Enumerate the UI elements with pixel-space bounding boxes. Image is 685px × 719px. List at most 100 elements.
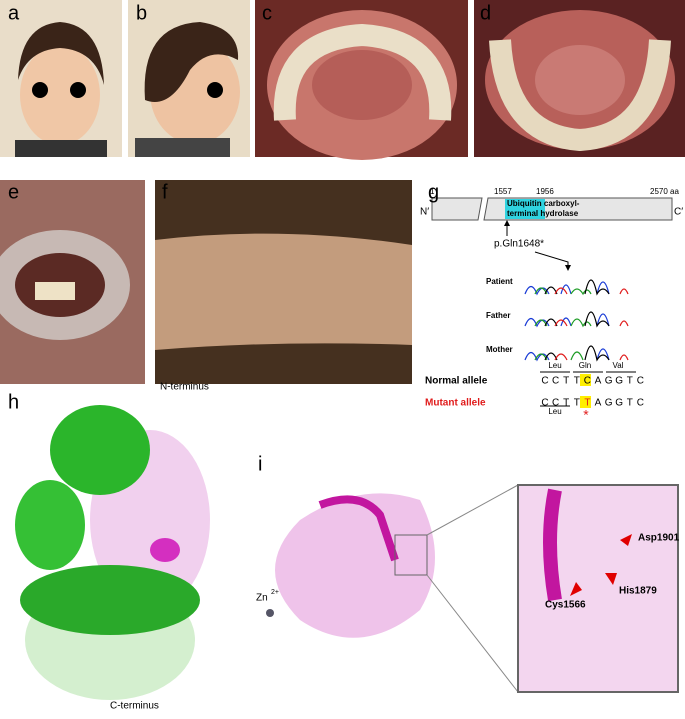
- shape: [570, 534, 632, 596]
- shape: [394, 534, 428, 576]
- shape: [580, 374, 591, 386]
- shape: [318, 495, 399, 562]
- base: C: [552, 398, 559, 409]
- chromatograms: [524, 279, 629, 362]
- variant-label: p.Gln1648*: [494, 239, 544, 250]
- position-label: 2570 aa: [650, 187, 679, 196]
- photo-b: [128, 0, 250, 157]
- c-term: C′: [674, 207, 683, 218]
- shape: [580, 396, 591, 408]
- structure-h: [15, 405, 210, 700]
- shape: [150, 538, 180, 562]
- panel-label: i: [258, 453, 262, 475]
- base: C: [637, 376, 644, 387]
- shape: [524, 348, 610, 362]
- codon-lines: [540, 371, 636, 408]
- n-term: N′: [420, 207, 429, 218]
- photo-a: [0, 0, 122, 157]
- allele-label: Mutant allele: [425, 398, 486, 409]
- shape: [20, 565, 200, 635]
- base: T: [563, 398, 569, 409]
- shape: [18, 22, 104, 85]
- stop-mark: *: [583, 407, 589, 423]
- ion-charge: 2+: [271, 589, 279, 596]
- panel-label: g: [428, 181, 439, 203]
- shape: [554, 319, 629, 327]
- panel-label: d: [480, 2, 491, 24]
- shape: [534, 251, 571, 271]
- structure-i: [266, 484, 679, 693]
- panel-label: e: [8, 181, 19, 203]
- shape: [426, 574, 519, 693]
- base: T: [627, 376, 633, 387]
- base: A: [595, 376, 602, 387]
- shape: [15, 480, 85, 570]
- base: T: [574, 398, 580, 409]
- shape: [431, 197, 483, 221]
- position-label: 1: [430, 187, 435, 196]
- panel-label: h: [8, 391, 19, 413]
- trace-label: Mother: [486, 345, 513, 354]
- domain-name: terminal hydrolase: [507, 209, 579, 218]
- panel-label: f: [162, 181, 168, 203]
- shape: [155, 233, 412, 350]
- base: G: [605, 376, 613, 387]
- base: C: [637, 398, 644, 409]
- base: G: [615, 376, 623, 387]
- shape: [20, 45, 100, 145]
- shape: [524, 313, 610, 328]
- residue-label: Asp1901: [638, 533, 680, 544]
- trace-label: Father: [486, 311, 510, 320]
- trace-label: Patient: [486, 277, 513, 286]
- base: C: [552, 376, 559, 387]
- shape: [489, 39, 671, 152]
- codon-label: Gln: [579, 361, 591, 370]
- photo-d: [474, 0, 685, 157]
- shape: [35, 282, 75, 300]
- allele-label: Normal allele: [425, 376, 488, 387]
- shape: [554, 287, 629, 295]
- shape: [505, 199, 545, 219]
- shape: [50, 405, 150, 495]
- photo-e: [0, 180, 145, 384]
- base: T: [627, 398, 633, 409]
- domain-name: Ubiquitin carboxyl-: [507, 199, 580, 208]
- codon-label: Leu: [548, 407, 561, 416]
- shape: [426, 484, 519, 536]
- position-label: 1956: [536, 187, 554, 196]
- base: G: [605, 398, 613, 409]
- panel-label: a: [8, 2, 20, 24]
- shape: [554, 353, 629, 361]
- position-label: 1557: [494, 187, 512, 196]
- base: C: [541, 376, 548, 387]
- base: T: [574, 376, 580, 387]
- codon-label: Val: [613, 361, 624, 370]
- base: T: [584, 398, 590, 409]
- shape: [207, 82, 223, 98]
- codon-label: Leu: [548, 361, 561, 370]
- panel-label: b: [136, 2, 147, 24]
- labels: a b c d e f g h i 1 1557 1956 2570 aa N′ C′ Ubiquitin c…: [8, 2, 683, 711]
- protein-schematic: [431, 197, 673, 271]
- panel-label: c: [262, 2, 272, 24]
- residue-label: Cys1566: [545, 600, 586, 611]
- shape: [524, 281, 610, 296]
- base: A: [595, 398, 602, 409]
- shape: [135, 138, 230, 157]
- shape: [275, 493, 435, 638]
- photo-c: [255, 0, 468, 160]
- shape: [70, 82, 86, 98]
- shape: [32, 82, 48, 98]
- shape: [535, 45, 625, 115]
- shape: [144, 22, 239, 102]
- shape: [266, 609, 274, 617]
- shape: [15, 140, 107, 157]
- base: G: [615, 398, 623, 409]
- shape: [534, 351, 584, 361]
- ion-label: Zn: [256, 593, 268, 604]
- n-terminus-label: N-terminus: [160, 382, 209, 393]
- base: C: [584, 376, 591, 387]
